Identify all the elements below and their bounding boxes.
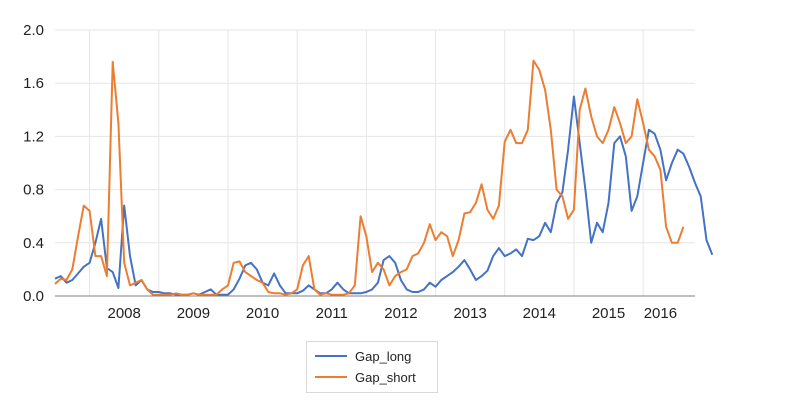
y-tick-label: 0.8: [23, 182, 44, 199]
x-tick-label: 2008: [108, 305, 141, 322]
x-tick-labels: 2008 2009 2010 2011 2012 2013 2014 2015 2016: [108, 305, 678, 322]
legend: Gap_long Gap_short: [306, 341, 438, 393]
series-lines: [54, 59, 714, 296]
x-tick-label: 2014: [523, 305, 556, 322]
x-tick-label: 2010: [246, 305, 279, 322]
y-tick-labels: 0.0 0.4 0.8 1.2 1.6 2.0: [23, 22, 44, 305]
series-line-gap-long: [54, 95, 714, 296]
legend-item-gap-long: Gap_long: [315, 347, 411, 365]
x-tick-label: 2015: [592, 305, 625, 322]
legend-label-gap-long: Gap_long: [355, 348, 412, 364]
legend-swatch-gap-long: [315, 355, 347, 357]
y-tick-label: 1.6: [23, 75, 44, 92]
y-tick-label: 2.0: [23, 22, 44, 39]
grid-lines: [55, 29, 695, 296]
legend-label-gap-short: Gap_short: [355, 369, 416, 385]
y-tick-label: 0.4: [23, 235, 44, 252]
x-tick-label: 2009: [177, 305, 210, 322]
x-tick-label: 2011: [316, 305, 348, 322]
legend-swatch-gap-short: [315, 376, 347, 378]
legend-item-gap-short: Gap_short: [315, 368, 416, 386]
x-tick-label: 2012: [384, 305, 417, 322]
y-tick-label: 0.0: [23, 288, 44, 305]
x-tick-label: 2013: [453, 305, 486, 322]
series-line-gap-short: [54, 59, 685, 296]
x-tick-label: 2016: [644, 305, 677, 322]
y-tick-label: 1.2: [23, 128, 44, 145]
